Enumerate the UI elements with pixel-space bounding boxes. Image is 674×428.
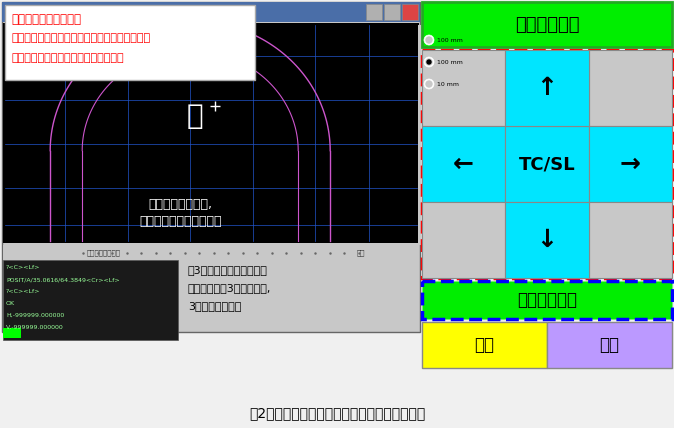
Bar xyxy=(5,5,255,80)
Circle shape xyxy=(424,35,434,45)
Text: 切断節結計測 - Tab... (10/13/13): 切断節結計測 - Tab... (10/13/13) xyxy=(7,8,114,17)
Text: ３点照射開始: ３点照射開始 xyxy=(515,15,579,33)
Circle shape xyxy=(426,37,432,43)
Text: H,-999999.000000: H,-999999.000000 xyxy=(6,313,64,318)
Circle shape xyxy=(424,57,434,67)
Text: 🖐: 🖐 xyxy=(187,101,204,130)
Bar xyxy=(588,202,672,278)
Text: 「3点計測開始」をタップ: 「3点計測開始」をタップ xyxy=(188,265,268,275)
Text: TC/SL: TC/SL xyxy=(519,155,576,173)
Circle shape xyxy=(424,79,434,89)
Text: 100 mm: 100 mm xyxy=(437,38,463,42)
Text: タップした箇所に,: タップした箇所に, xyxy=(148,198,212,211)
Bar xyxy=(422,281,672,319)
Bar xyxy=(422,2,672,47)
Text: →: → xyxy=(620,152,641,176)
Text: 不連続面上の3点を測量し,: 不連続面上の3点を測量し, xyxy=(188,283,272,293)
Text: 切缽面の「節理などの不連続面」にレーザ光を: 切缽面の「節理などの不連続面」にレーザ光を xyxy=(11,33,150,43)
Text: 設定: 設定 xyxy=(474,336,495,354)
Text: 終了: 終了 xyxy=(599,336,619,354)
Bar xyxy=(422,50,672,278)
Circle shape xyxy=(426,81,432,87)
Text: 図2　レーザーの誘導画面（タブレット画面）: 図2 レーザーの誘導画面（タブレット画面） xyxy=(249,406,425,420)
Bar xyxy=(422,322,547,368)
Bar xyxy=(3,328,21,338)
Text: タップ: タップ xyxy=(206,63,234,78)
Text: ?<C><Lf>: ?<C><Lf> xyxy=(6,289,40,294)
Text: ←: ← xyxy=(453,152,474,176)
Bar xyxy=(588,50,672,126)
Text: ↑: ↑ xyxy=(537,76,557,100)
Bar xyxy=(547,322,672,368)
Text: 』タブレットの画面『: 』タブレットの画面『 xyxy=(11,13,81,26)
Text: 100 mm: 100 mm xyxy=(437,59,463,65)
Bar xyxy=(422,126,506,202)
Text: 3次元座標を取得: 3次元座標を取得 xyxy=(188,301,241,311)
Bar xyxy=(418,25,421,245)
Bar xyxy=(3,23,419,243)
Bar xyxy=(366,4,382,20)
Text: ↓: ↓ xyxy=(537,228,557,252)
Bar xyxy=(2,2,420,332)
Text: ３点計測開始: ３点計測開始 xyxy=(517,291,577,309)
Bar xyxy=(506,202,588,278)
Bar xyxy=(588,126,672,202)
Text: 10 mm: 10 mm xyxy=(437,81,459,86)
Text: OK: OK xyxy=(6,301,15,306)
Text: 照射するための「レーザー誘導画面」: 照射するための「レーザー誘導画面」 xyxy=(11,53,123,63)
Bar xyxy=(3,260,178,340)
Text: 縮小: 縮小 xyxy=(357,250,365,256)
Bar xyxy=(422,202,506,278)
Text: V,-999999.000000: V,-999999.000000 xyxy=(6,325,64,330)
Bar xyxy=(506,126,588,202)
Bar xyxy=(422,50,506,126)
Circle shape xyxy=(427,60,431,64)
Bar xyxy=(384,4,400,20)
Bar xyxy=(402,4,418,20)
Bar xyxy=(506,50,588,126)
Circle shape xyxy=(426,59,432,65)
Bar xyxy=(2,2,420,22)
Text: POSIT/A/35.0616/64.3849<Cr><Lf>: POSIT/A/35.0616/64.3849<Cr><Lf> xyxy=(6,277,119,282)
Text: 表示倍率：　拡大: 表示倍率： 拡大 xyxy=(86,250,120,256)
Text: レーザー光が誘導される: レーザー光が誘導される xyxy=(139,215,222,228)
Text: ?<C><Lf>: ?<C><Lf> xyxy=(6,265,40,270)
Bar xyxy=(3,245,419,261)
